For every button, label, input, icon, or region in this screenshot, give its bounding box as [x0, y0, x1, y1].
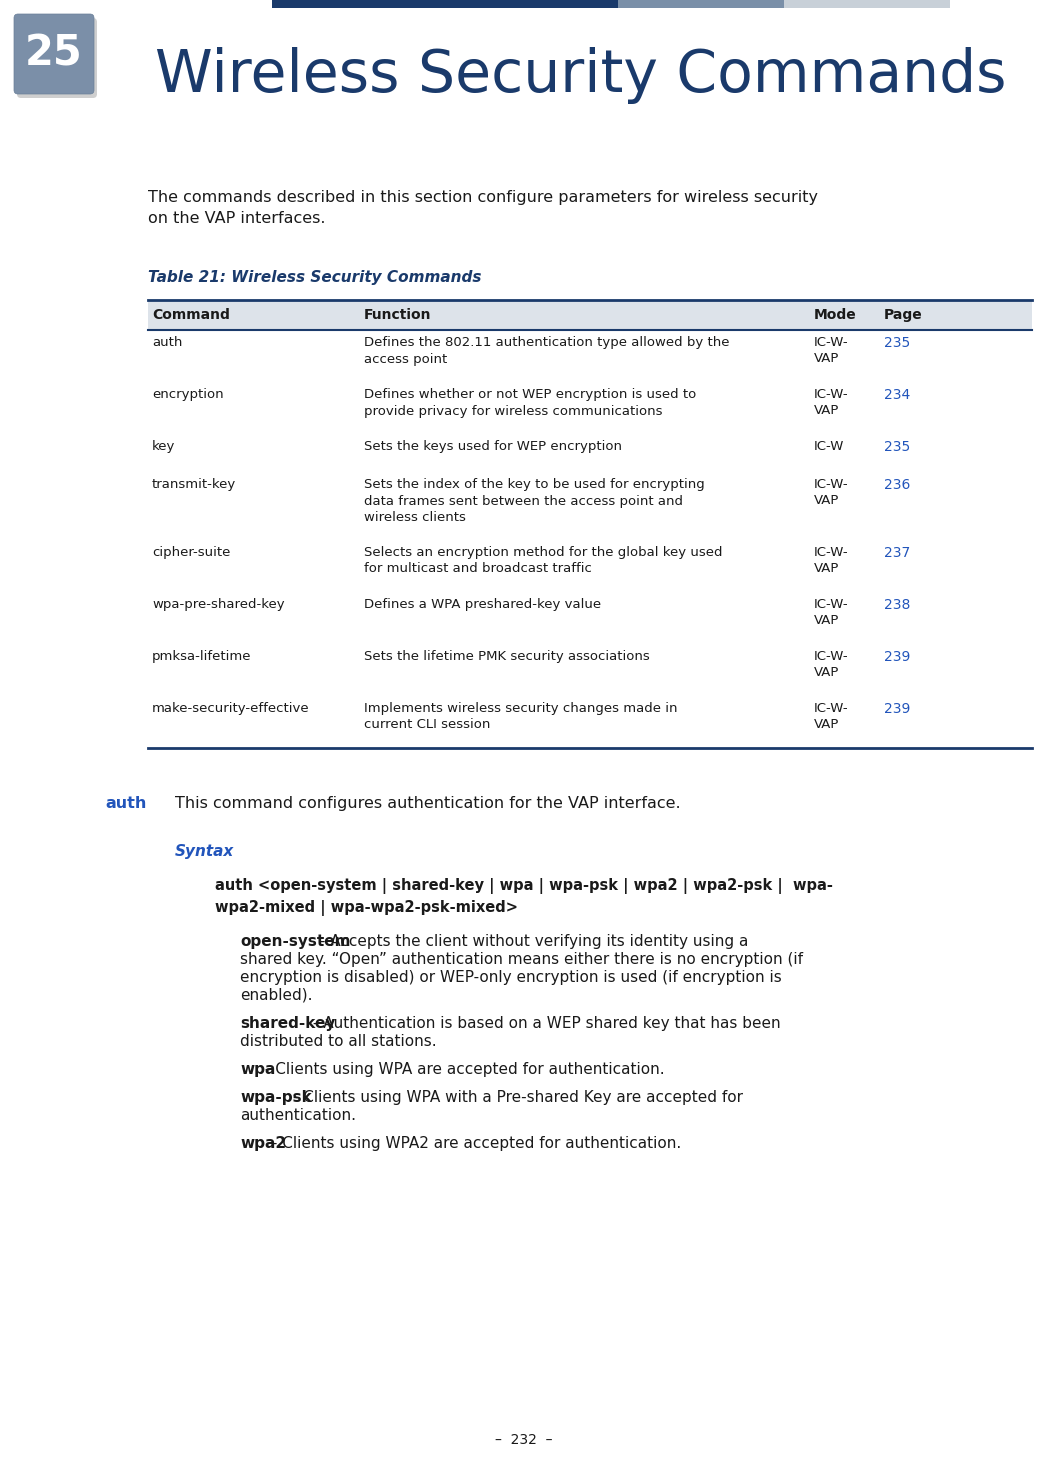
Text: - Authentication is based on a WEP shared key that has been: - Authentication is based on a WEP share…: [308, 1016, 781, 1031]
Text: encryption: encryption: [152, 388, 223, 402]
Text: IC-W-
VAP: IC-W- VAP: [814, 477, 849, 508]
Text: auth: auth: [152, 336, 182, 349]
Text: IC-W-
VAP: IC-W- VAP: [814, 336, 849, 365]
Text: 234: 234: [885, 388, 911, 402]
Text: wpa: wpa: [240, 1061, 276, 1077]
Bar: [618, 0, 784, 7]
Text: IC-W-
VAP: IC-W- VAP: [814, 388, 849, 418]
Text: Selects an encryption method for the global key used
for multicast and broadcast: Selects an encryption method for the glo…: [364, 546, 722, 575]
Text: Table 21: Wireless Security Commands: Table 21: Wireless Security Commands: [148, 270, 481, 285]
Text: pmksa-lifetime: pmksa-lifetime: [152, 650, 252, 663]
Text: wpa-pre-shared-key: wpa-pre-shared-key: [152, 599, 285, 610]
Text: - Clients using WPA are accepted for authentication.: - Clients using WPA are accepted for aut…: [260, 1061, 665, 1077]
Text: 238: 238: [885, 599, 911, 612]
Text: shared-key: shared-key: [240, 1016, 335, 1031]
Text: key: key: [152, 439, 175, 453]
FancyBboxPatch shape: [17, 18, 97, 98]
Text: enabled).: enabled).: [240, 988, 312, 1003]
Text: Sets the keys used for WEP encryption: Sets the keys used for WEP encryption: [364, 439, 623, 453]
Text: 235: 235: [885, 439, 911, 454]
Text: shared key. “Open” authentication means either there is no encryption (if: shared key. “Open” authentication means …: [240, 952, 803, 967]
Text: –  232  –: – 232 –: [496, 1434, 552, 1447]
Text: Syntax: Syntax: [175, 844, 235, 858]
Text: 237: 237: [885, 546, 911, 561]
Text: wpa2: wpa2: [240, 1136, 286, 1150]
Text: This command configures authentication for the VAP interface.: This command configures authentication f…: [175, 796, 680, 810]
Text: authentication.: authentication.: [240, 1108, 356, 1123]
Text: transmit-key: transmit-key: [152, 477, 236, 491]
Text: - Clients using WPA2 are accepted for authentication.: - Clients using WPA2 are accepted for au…: [267, 1136, 681, 1150]
Text: 25: 25: [25, 34, 83, 74]
Text: Sets the index of the key to be used for encrypting
data frames sent between the: Sets the index of the key to be used for…: [364, 477, 704, 524]
Text: Defines a WPA preshared-key value: Defines a WPA preshared-key value: [364, 599, 602, 610]
Text: IC-W-
VAP: IC-W- VAP: [814, 599, 849, 628]
Text: 239: 239: [885, 702, 911, 715]
Text: Implements wireless security changes made in
current CLI session: Implements wireless security changes mad…: [364, 702, 677, 731]
Text: Wireless Security Commands: Wireless Security Commands: [155, 47, 1006, 104]
Text: wpa-psk: wpa-psk: [240, 1091, 311, 1105]
Text: Sets the lifetime PMK security associations: Sets the lifetime PMK security associati…: [364, 650, 650, 663]
Text: Page: Page: [885, 308, 922, 323]
Bar: [148, 299, 1032, 330]
Text: - Clients using WPA with a Pre-shared Key are accepted for: - Clients using WPA with a Pre-shared Ke…: [287, 1091, 743, 1105]
Text: Function: Function: [364, 308, 432, 323]
Text: Defines the 802.11 authentication type allowed by the
access point: Defines the 802.11 authentication type a…: [364, 336, 729, 365]
Text: IC-W-
VAP: IC-W- VAP: [814, 650, 849, 679]
Text: open-system: open-system: [240, 934, 350, 949]
Text: auth <open-system | shared-key | wpa | wpa-psk | wpa2 | wpa2-psk |  wpa-
wpa2-mi: auth <open-system | shared-key | wpa | w…: [215, 877, 833, 915]
Text: Mode: Mode: [814, 308, 857, 323]
Text: IC-W: IC-W: [814, 439, 845, 453]
Text: IC-W-
VAP: IC-W- VAP: [814, 546, 849, 575]
Text: auth: auth: [105, 796, 147, 810]
Bar: [784, 0, 949, 7]
Text: cipher-suite: cipher-suite: [152, 546, 231, 559]
Text: - Accepts the client without verifying its identity using a: - Accepts the client without verifying i…: [314, 934, 748, 949]
Text: Defines whether or not WEP encryption is used to
provide privacy for wireless co: Defines whether or not WEP encryption is…: [364, 388, 696, 418]
Text: 235: 235: [885, 336, 911, 350]
FancyBboxPatch shape: [14, 15, 94, 93]
Bar: [272, 0, 618, 7]
Text: The commands described in this section configure parameters for wireless securit: The commands described in this section c…: [148, 190, 818, 226]
Text: make-security-effective: make-security-effective: [152, 702, 309, 715]
Text: Command: Command: [152, 308, 230, 323]
Text: encryption is disabled) or WEP-only encryption is used (if encryption is: encryption is disabled) or WEP-only encr…: [240, 969, 782, 986]
Text: IC-W-
VAP: IC-W- VAP: [814, 702, 849, 731]
Text: distributed to all stations.: distributed to all stations.: [240, 1034, 437, 1048]
Text: 239: 239: [885, 650, 911, 664]
Text: 236: 236: [885, 477, 911, 492]
